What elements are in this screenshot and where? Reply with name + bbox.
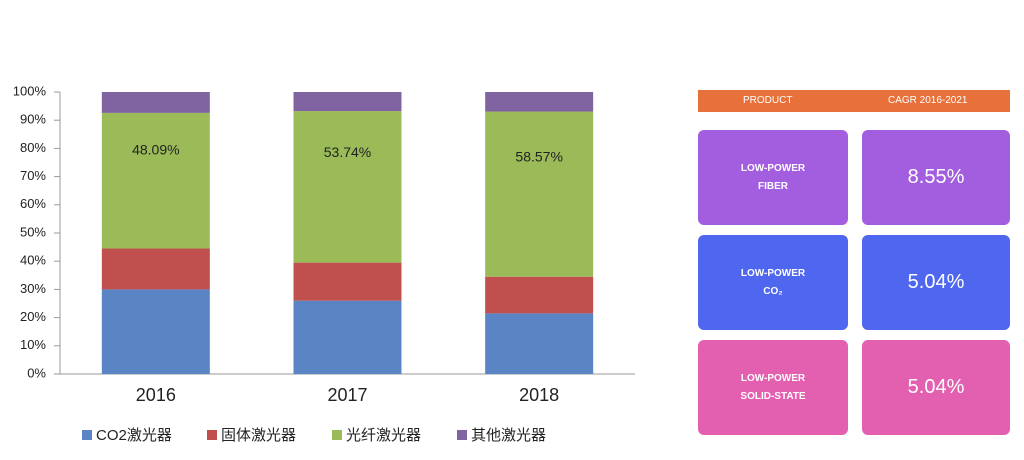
bar-segment bbox=[101, 289, 210, 374]
product-line: FIBER bbox=[758, 180, 788, 192]
x-tick-label: 2017 bbox=[327, 385, 367, 405]
y-tick-label: 80% bbox=[20, 140, 46, 155]
y-tick-label: 60% bbox=[20, 196, 46, 211]
legend-swatch bbox=[82, 430, 92, 440]
data-label: 58.57% bbox=[515, 148, 562, 164]
y-tick-label: 30% bbox=[20, 281, 46, 296]
bar-segment bbox=[293, 92, 402, 112]
cagr-cell: 5.04% bbox=[862, 235, 1010, 330]
bar-segment bbox=[101, 112, 210, 249]
bar-segment bbox=[293, 300, 402, 374]
product-line: LOW-POWER bbox=[740, 162, 806, 174]
product-line: LOW-POWER bbox=[740, 372, 806, 384]
y-tick-label: 90% bbox=[20, 112, 46, 127]
product-line: CO₂ bbox=[763, 285, 783, 297]
header-cell: CAGR 2016-2021 bbox=[888, 95, 968, 106]
legend-swatch bbox=[332, 430, 342, 440]
bar-segment bbox=[101, 92, 210, 113]
product-cell: LOW-POWER FIBER bbox=[698, 130, 848, 225]
y-tick-label: 70% bbox=[20, 168, 46, 183]
bar-segment bbox=[485, 92, 594, 112]
legend-swatch bbox=[207, 430, 217, 440]
product-cell: LOW-POWER CO₂ bbox=[698, 235, 848, 330]
cagr-cell: 8.55% bbox=[862, 130, 1010, 225]
x-tick-label: 2018 bbox=[519, 385, 559, 405]
bar-segment bbox=[101, 248, 210, 290]
bar-segment bbox=[293, 262, 402, 301]
y-tick-label: 20% bbox=[20, 309, 46, 324]
bar-segment bbox=[485, 276, 594, 314]
product-cell: LOW-POWER SOLID-STATE bbox=[698, 340, 848, 435]
bar-segment bbox=[485, 111, 594, 277]
y-tick-label: 40% bbox=[20, 253, 46, 268]
legend-label: 光纤激光器 bbox=[346, 427, 421, 444]
y-tick-label: 10% bbox=[20, 337, 46, 352]
header-cell: PRODUCT bbox=[743, 95, 793, 106]
y-tick-label: 100% bbox=[13, 83, 47, 98]
table-header: PRODUCT CAGR 2016-2021 bbox=[698, 90, 1010, 112]
product-line: SOLID-STATE bbox=[740, 390, 806, 402]
y-tick-label: 0% bbox=[27, 365, 46, 380]
y-tick-label: 50% bbox=[20, 224, 46, 239]
legend-label: CO2激光器 bbox=[96, 427, 172, 444]
bar-segment bbox=[293, 111, 402, 263]
product-line: LOW-POWER bbox=[740, 267, 806, 279]
chart: 0% 10% 20% 30% 40% 50% 60% 70% 80% 90% 100% 2016 48.… bbox=[13, 83, 635, 444]
cagr-cell: 5.04% bbox=[862, 340, 1010, 435]
data-label: 48.09% bbox=[132, 142, 179, 158]
legend-swatch bbox=[457, 430, 467, 440]
data-label: 53.74% bbox=[324, 144, 371, 160]
x-tick-label: 2016 bbox=[136, 385, 176, 405]
legend-label: 固体激光器 bbox=[221, 427, 296, 444]
bar-segment bbox=[485, 313, 594, 374]
legend-label: 其他激光器 bbox=[471, 427, 546, 444]
